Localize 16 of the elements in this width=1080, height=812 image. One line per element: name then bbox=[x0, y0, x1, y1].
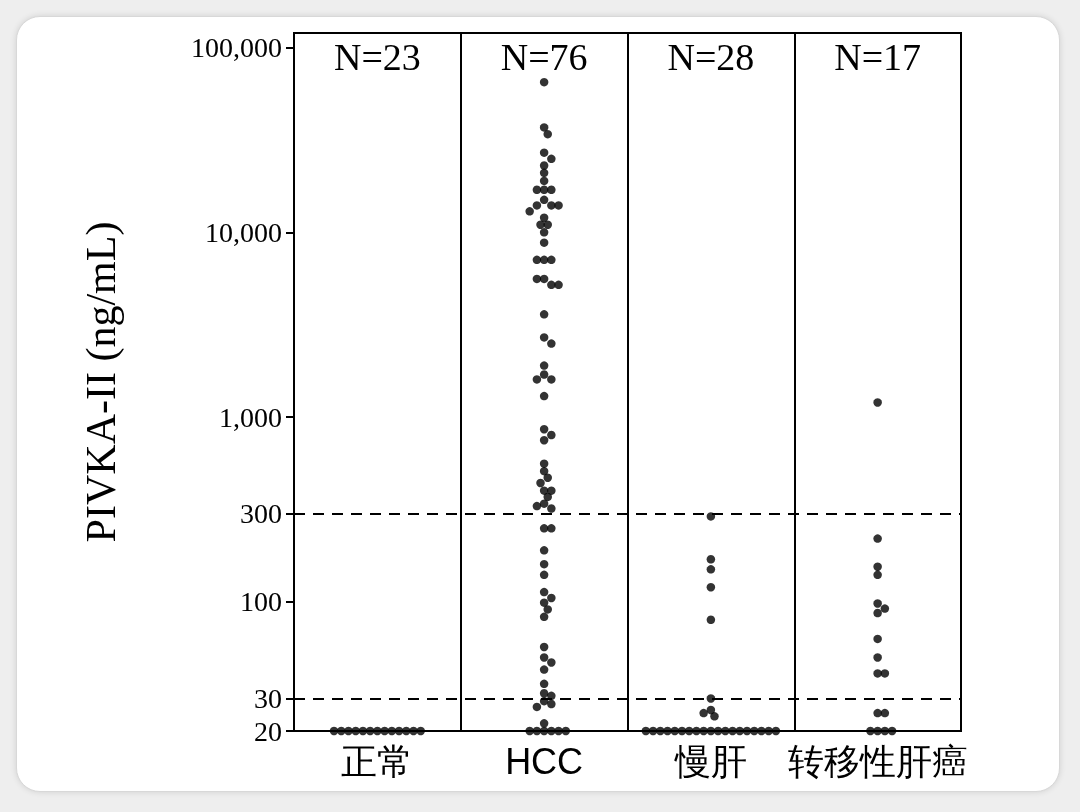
annotation: N=76 bbox=[500, 36, 588, 78]
annotation: N=23 bbox=[333, 36, 421, 78]
annotation: N=17 bbox=[834, 36, 922, 78]
x-tick-label: 转移性肝癌 bbox=[787, 740, 968, 782]
annotation: N=28 bbox=[667, 36, 755, 78]
x-tick-label: HCC bbox=[505, 740, 584, 782]
x-tick-label: 正常 bbox=[341, 740, 414, 782]
x-tick-label: 慢肝 bbox=[673, 740, 747, 782]
y-tick-label: 20 bbox=[254, 715, 282, 747]
y-tick-label: 10,000 bbox=[205, 216, 282, 248]
y-tick-label: 300 bbox=[240, 498, 282, 530]
y-axis-title: PIVKA-II (ng/mL) bbox=[78, 221, 125, 543]
y-tick-label: 100,000 bbox=[191, 32, 282, 64]
y-tick-label: 1,000 bbox=[219, 401, 282, 433]
y-tick-label: 100 bbox=[240, 586, 282, 618]
y-tick-label: 30 bbox=[254, 682, 282, 714]
